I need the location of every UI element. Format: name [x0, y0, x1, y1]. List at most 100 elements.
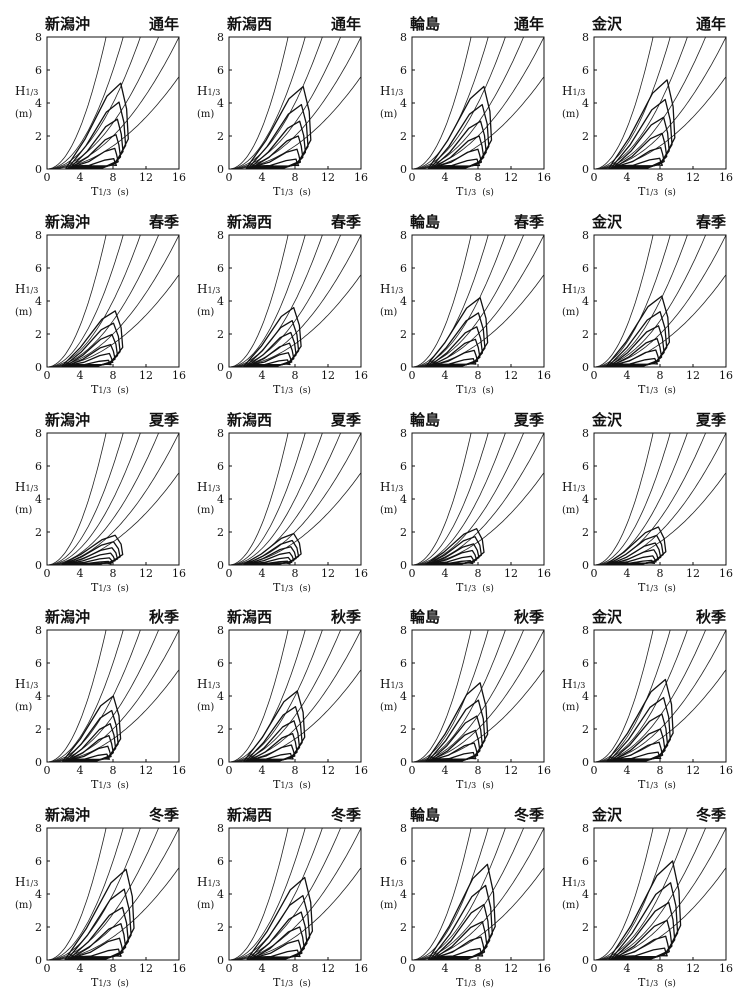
- x-tick-label: 4: [77, 567, 84, 580]
- x-tick-label: 4: [624, 764, 631, 777]
- x-tick-label: 12: [321, 764, 335, 777]
- y-tick-label: 2: [400, 921, 407, 934]
- steepness-curve: [594, 828, 707, 960]
- x-tick-label: 0: [409, 764, 416, 777]
- y-axis-label: H1/3: [15, 84, 38, 98]
- panel-station-title: 輪島: [410, 608, 440, 626]
- y-tick-label: 2: [35, 130, 42, 143]
- y-axis-unit: (m): [562, 702, 579, 713]
- x-tick-label: 4: [77, 962, 84, 975]
- panel-4-2: 輪島 冬季 0 4 8 12 16 0 2 4 6 8 H1/3 (m) T1/3 (s): [380, 806, 551, 989]
- steepness-curve: [412, 630, 506, 762]
- x-axis-label: T1/3 (s): [91, 185, 129, 198]
- x-tick-label: 12: [504, 369, 518, 382]
- x-tick-label: 4: [442, 962, 449, 975]
- panel-4-1: 新潟西 冬季 0 4 8 12 16 0 2 4 6 8 H1/3 (m) T1/3 (s): [197, 806, 368, 989]
- y-axis-label: H1/3: [197, 84, 220, 98]
- x-tick-label: 8: [110, 567, 117, 580]
- panel-season-title: 通年: [696, 15, 726, 33]
- y-axis-unit: (m): [380, 109, 397, 120]
- x-tick-label: 0: [591, 764, 598, 777]
- x-tick-label: 12: [321, 962, 335, 975]
- x-tick-label: 16: [172, 962, 186, 975]
- contour-level: [430, 715, 484, 761]
- y-tick-label: 4: [217, 97, 224, 110]
- y-axis-unit: (m): [197, 702, 214, 713]
- x-tick-label: 0: [409, 567, 416, 580]
- y-tick-label: 2: [582, 130, 589, 143]
- x-tick-label: 0: [409, 171, 416, 184]
- x-tick-label: 12: [321, 171, 335, 184]
- x-tick-label: 0: [591, 171, 598, 184]
- panel-station-title: 輪島: [410, 15, 440, 33]
- y-axis-label: H1/3: [562, 875, 585, 889]
- y-tick-label: 4: [35, 97, 42, 110]
- y-tick-label: 8: [400, 427, 407, 440]
- y-tick-label: 2: [35, 723, 42, 736]
- y-tick-label: 4: [217, 493, 224, 506]
- y-tick-label: 2: [582, 921, 589, 934]
- panel-station-title: 新潟西: [227, 608, 272, 626]
- panel-season-title: 冬季: [514, 806, 544, 824]
- x-tick-label: 4: [624, 567, 631, 580]
- panel-station-title: 金沢: [591, 411, 623, 429]
- x-tick-label: 4: [259, 962, 266, 975]
- panel-station-title: 新潟沖: [45, 411, 90, 429]
- panel-station-title: 輪島: [410, 806, 440, 824]
- y-axis-unit: (m): [562, 505, 579, 516]
- panel-3-0: 新潟沖 秋季 0 4 8 12 16 0 2 4 6 8 H1/3 (m) T1/3 (s): [15, 608, 186, 791]
- panel-station-title: 新潟西: [227, 15, 272, 33]
- panel-season-title: 秋季: [331, 608, 361, 626]
- x-tick-label: 0: [226, 567, 233, 580]
- contour-level: [615, 357, 659, 365]
- contour-level: [69, 906, 129, 959]
- x-tick-label: 12: [139, 369, 153, 382]
- panel-1-0: 新潟沖 春季 0 4 8 12 16 0 2 4 6 8 H1/3 (m) T1/3 (s): [15, 213, 186, 396]
- panel-station-title: 新潟沖: [45, 806, 90, 824]
- y-axis-label: H1/3: [380, 875, 403, 889]
- y-tick-label: 0: [582, 361, 589, 374]
- panel-season-title: 夏季: [148, 411, 179, 429]
- steepness-curve: [47, 828, 107, 960]
- contour-level: [75, 158, 118, 167]
- steepness-curve: [594, 630, 707, 762]
- y-tick-label: 8: [582, 624, 589, 637]
- y-tick-label: 6: [400, 657, 407, 670]
- x-tick-label: 0: [44, 962, 51, 975]
- steepness-curve: [412, 433, 489, 565]
- y-axis-label: H1/3: [15, 875, 38, 889]
- panel-station-title: 輪島: [410, 213, 440, 231]
- y-tick-label: 0: [217, 361, 224, 374]
- y-tick-label: 4: [582, 97, 589, 110]
- steepness-curve: [412, 37, 525, 169]
- y-axis-label: H1/3: [562, 282, 585, 296]
- x-axis-label: T1/3 (s): [638, 778, 676, 791]
- panel-station-title: 金沢: [591, 608, 623, 626]
- steepness-curve: [229, 235, 289, 367]
- x-tick-label: 16: [719, 764, 733, 777]
- y-tick-label: 6: [582, 657, 589, 670]
- steepness-curve: [594, 235, 671, 367]
- x-tick-label: 12: [139, 764, 153, 777]
- x-tick-label: 16: [354, 171, 368, 184]
- y-tick-label: 0: [35, 954, 42, 967]
- x-tick-label: 8: [292, 171, 299, 184]
- steepness-curve: [47, 828, 141, 960]
- panel-season-title: 通年: [331, 15, 361, 33]
- x-tick-label: 0: [226, 962, 233, 975]
- steepness-curve: [594, 37, 671, 169]
- y-tick-label: 2: [582, 526, 589, 539]
- steepness-curve: [47, 433, 124, 565]
- y-tick-label: 2: [400, 328, 407, 341]
- y-tick-label: 4: [400, 888, 407, 901]
- x-tick-label: 16: [537, 171, 551, 184]
- steepness-curve: [229, 235, 306, 367]
- panel-season-title: 春季: [331, 213, 361, 231]
- x-tick-label: 12: [139, 567, 153, 580]
- steepness-curve: [47, 828, 124, 960]
- steepness-curve: [229, 433, 306, 565]
- contour-level: [610, 325, 665, 366]
- x-axis-label: T1/3 (s): [91, 383, 129, 396]
- y-tick-label: 4: [582, 690, 589, 703]
- y-tick-label: 6: [582, 64, 589, 77]
